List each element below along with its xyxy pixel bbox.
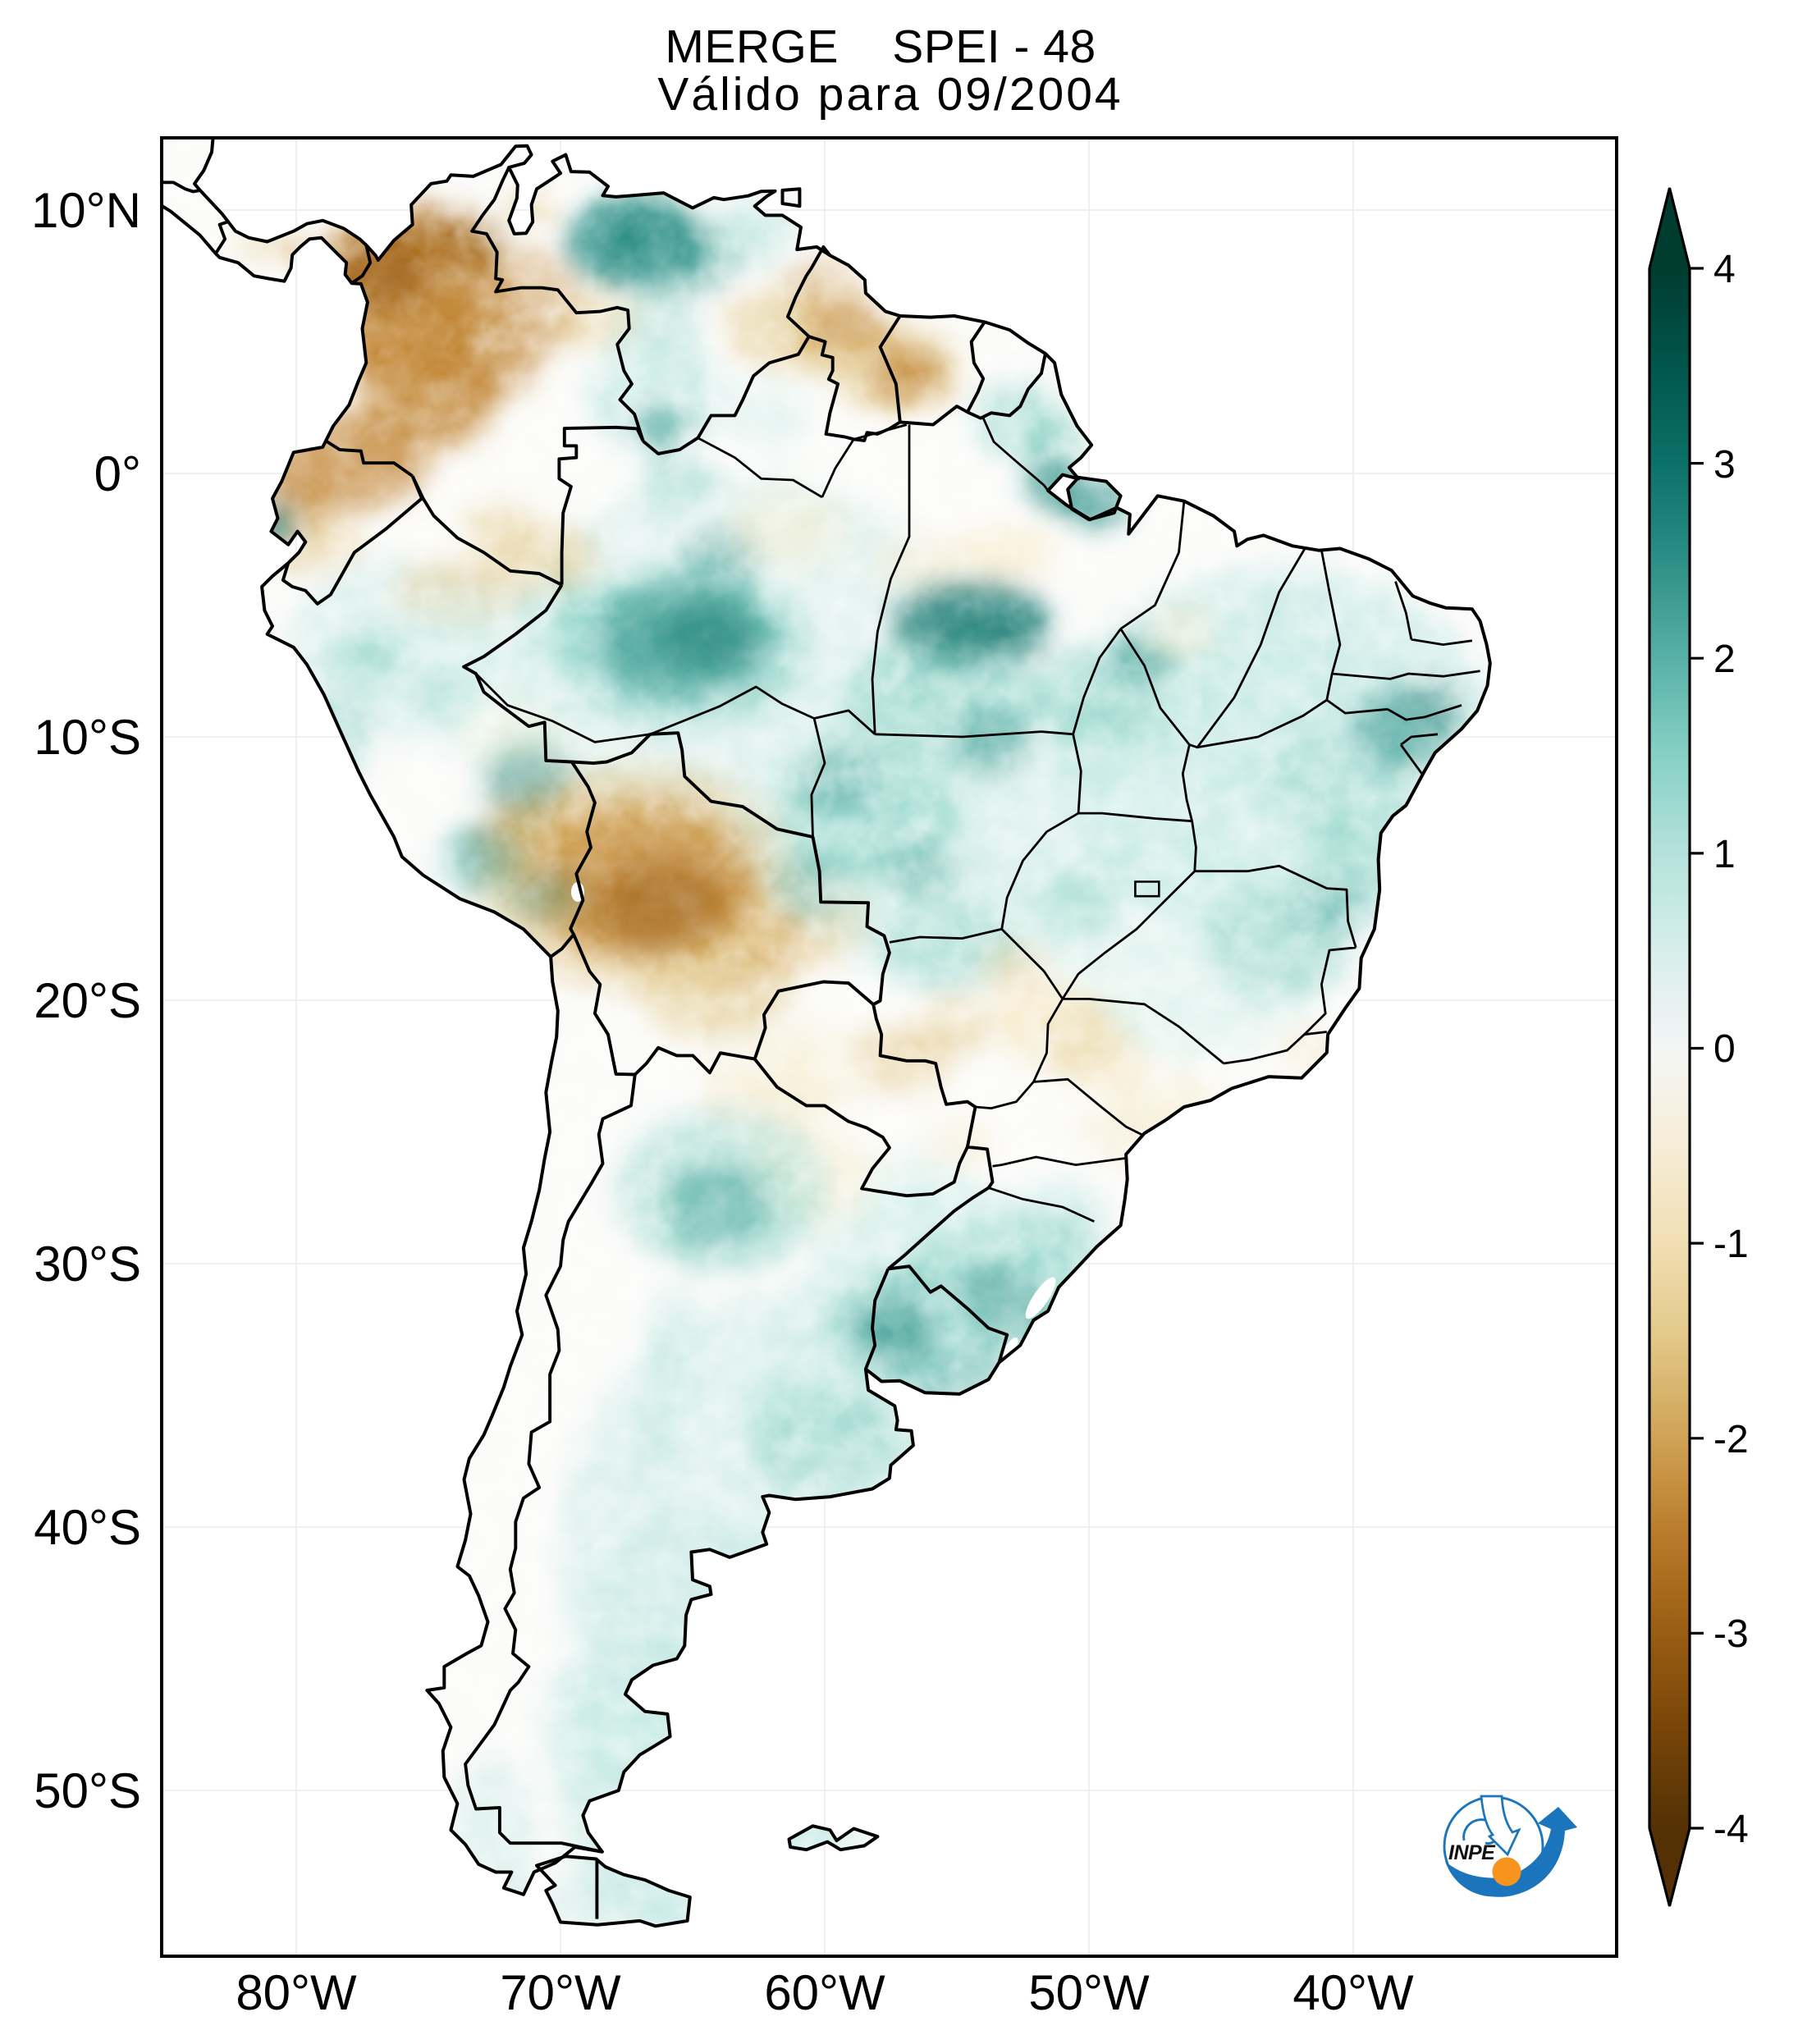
svg-text:20°S: 20°S: [34, 973, 141, 1028]
svg-text:3: 3: [1713, 443, 1736, 487]
svg-text:30°S: 30°S: [34, 1237, 141, 1292]
svg-text:2: 2: [1713, 638, 1736, 681]
svg-text:MERGE SPEI - 48: MERGE SPEI - 48: [665, 21, 1096, 73]
svg-text:-1: -1: [1713, 1223, 1749, 1266]
svg-text:1: 1: [1713, 833, 1736, 876]
svg-text:Válido para 09/2004: Válido para 09/2004: [657, 68, 1123, 121]
svg-text:40°W: 40°W: [1292, 1965, 1414, 2020]
svg-text:4: 4: [1713, 248, 1736, 291]
svg-text:-2: -2: [1713, 1418, 1749, 1461]
svg-text:50°S: 50°S: [34, 1763, 141, 1818]
svg-text:80°W: 80°W: [236, 1965, 357, 2020]
svg-text:50°W: 50°W: [1028, 1965, 1150, 2020]
svg-text:10°N: 10°N: [31, 183, 141, 238]
svg-text:40°S: 40°S: [34, 1500, 141, 1555]
svg-text:-3: -3: [1713, 1612, 1749, 1656]
svg-text:60°W: 60°W: [764, 1965, 885, 2020]
svg-text:0°: 0°: [94, 446, 141, 501]
svg-text:10°S: 10°S: [34, 710, 141, 765]
svg-text:INPE: INPE: [1448, 1841, 1496, 1864]
svg-text:-4: -4: [1713, 1808, 1749, 1851]
svg-text:0: 0: [1713, 1027, 1736, 1071]
svg-text:70°W: 70°W: [500, 1965, 621, 2020]
